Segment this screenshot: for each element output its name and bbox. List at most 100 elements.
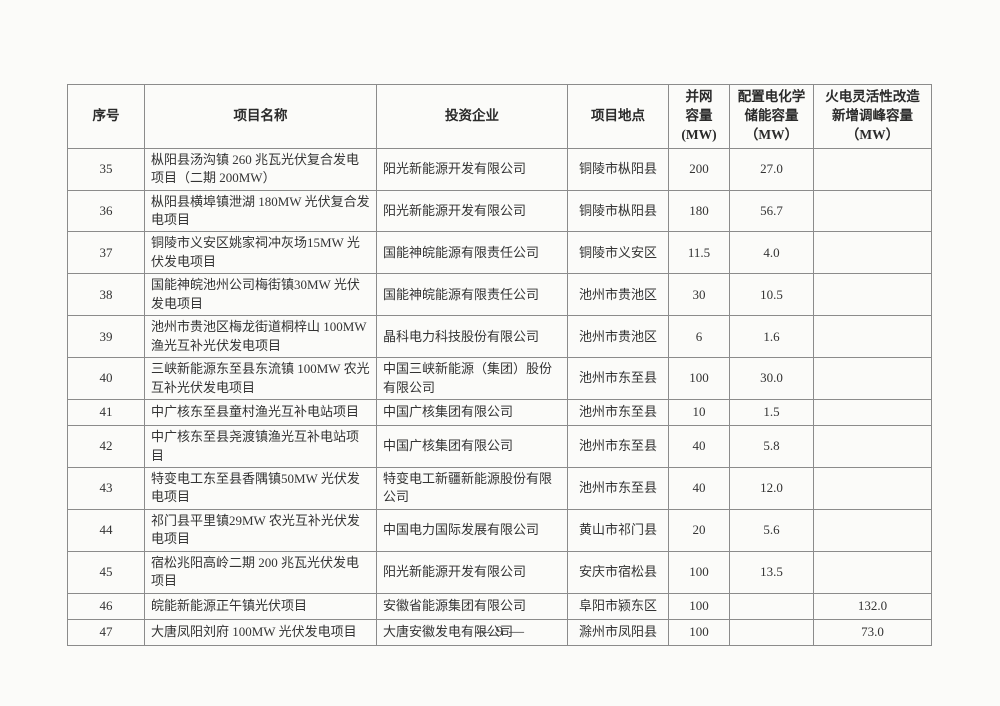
cell-peak-capacity xyxy=(813,189,932,233)
cell-storage-capacity: 4.0 xyxy=(729,231,814,275)
table-row: 46 皖能新能源正午镇光伏项目 安徽省能源集团有限公司 阜阳市颍东区 100 132.0 xyxy=(67,592,932,620)
col-header-serial: 序号 xyxy=(67,84,145,149)
projects-table: 序号 项目名称 投资企业 项目地点 并网 容量 (MW) 配置电化学 储能容量 … xyxy=(67,84,932,646)
cell-investor: 阳光新能源开发有限公司 xyxy=(376,550,568,594)
table-header: 序号 项目名称 投资企业 项目地点 并网 容量 (MW) 配置电化学 储能容量 … xyxy=(67,84,932,149)
cell-location: 铜陵市枞阳县 xyxy=(567,147,669,191)
cell-grid-capacity: 40 xyxy=(668,425,730,469)
cell-grid-capacity: 100 xyxy=(668,550,730,594)
table-row: 45 宿松兆阳高岭二期 200 兆瓦光伏发电项目 阳光新能源开发有限公司 安庆市宿松县… xyxy=(67,550,932,594)
cell-peak-capacity xyxy=(813,399,932,427)
cell-serial: 40 xyxy=(67,357,145,401)
cell-project-name: 国能神皖池州公司梅街镇30MW 光伏发电项目 xyxy=(144,273,377,317)
cell-investor: 中国三峡新能源（集团）股份有限公司 xyxy=(376,357,568,401)
cell-storage-capacity: 12.0 xyxy=(729,467,814,510)
table-row: 44 祁门县平里镇29MW 农光互补光伏发电项目 中国电力国际发展有限公司 黄山市祁门… xyxy=(67,508,932,552)
cell-project-name: 中广核东至县童村渔光互补电站项目 xyxy=(144,399,377,427)
cell-storage-capacity: 1.6 xyxy=(729,315,814,359)
cell-investor: 中国电力国际发展有限公司 xyxy=(376,508,568,552)
cell-grid-capacity: 40 xyxy=(668,467,730,510)
cell-investor: 阳光新能源开发有限公司 xyxy=(376,147,568,191)
cell-serial: 37 xyxy=(67,231,145,275)
cell-peak-capacity xyxy=(813,508,932,552)
table-row: 37 铜陵市义安区姚家祠冲灰场15MW 光伏发电项目 国能神皖能源有限责任公司 铜陵市… xyxy=(67,231,932,275)
cell-location: 安庆市宿松县 xyxy=(567,550,669,594)
table-row: 36 枞阳县横埠镇泄湖 180MW 光伏复合发电项目 阳光新能源开发有限公司 铜陵市枞… xyxy=(67,189,932,233)
cell-project-name: 大唐凤阳刘府 100MW 光伏发电项目 xyxy=(144,618,377,646)
page-number: — 9 — xyxy=(475,624,525,640)
table-row: 35 枞阳县汤沟镇 260 兆瓦光伏复合发电项目（二期 200MW） 阳光新能源开发… xyxy=(67,147,932,191)
cell-project-name: 特变电工东至县香隅镇50MW 光伏发电项目 xyxy=(144,467,377,510)
cell-investor: 特变电工新疆新能源股份有限公司 xyxy=(376,467,568,510)
cell-peak-capacity xyxy=(813,315,932,359)
cell-project-name: 皖能新能源正午镇光伏项目 xyxy=(144,592,377,620)
cell-serial: 44 xyxy=(67,508,145,552)
cell-grid-capacity: 10 xyxy=(668,399,730,427)
cell-storage-capacity: 56.7 xyxy=(729,189,814,233)
col-header-project-name: 项目名称 xyxy=(144,84,377,149)
cell-location: 黄山市祁门县 xyxy=(567,508,669,552)
cell-project-name: 三峡新能源东至县东流镇 100MW 农光互补光伏发电项目 xyxy=(144,357,377,401)
col-header-storage-capacity: 配置电化学 储能容量 （MW） xyxy=(729,84,814,149)
cell-serial: 47 xyxy=(67,618,145,646)
cell-location: 池州市东至县 xyxy=(567,425,669,469)
cell-grid-capacity: 200 xyxy=(668,147,730,191)
cell-investor: 晶科电力科技股份有限公司 xyxy=(376,315,568,359)
table-row: 47 大唐凤阳刘府 100MW 光伏发电项目 大唐安徽发电有限公司 滁州市凤阳县 100… xyxy=(67,618,932,646)
cell-location: 铜陵市义安区 xyxy=(567,231,669,275)
cell-investor: 国能神皖能源有限责任公司 xyxy=(376,273,568,317)
cell-storage-capacity: 5.8 xyxy=(729,425,814,469)
table-row: 43 特变电工东至县香隅镇50MW 光伏发电项目 特变电工新疆新能源股份有限公司 池州… xyxy=(67,467,932,510)
table-row: 41 中广核东至县童村渔光互补电站项目 中国广核集团有限公司 池州市东至县 10 1.5 xyxy=(67,399,932,427)
cell-peak-capacity: 73.0 xyxy=(813,618,932,646)
cell-peak-capacity: 132.0 xyxy=(813,592,932,620)
cell-peak-capacity xyxy=(813,425,932,469)
cell-project-name: 宿松兆阳高岭二期 200 兆瓦光伏发电项目 xyxy=(144,550,377,594)
cell-serial: 46 xyxy=(67,592,145,620)
cell-project-name: 祁门县平里镇29MW 农光互补光伏发电项目 xyxy=(144,508,377,552)
cell-serial: 36 xyxy=(67,189,145,233)
cell-serial: 45 xyxy=(67,550,145,594)
cell-grid-capacity: 20 xyxy=(668,508,730,552)
cell-serial: 41 xyxy=(67,399,145,427)
cell-peak-capacity xyxy=(813,273,932,317)
col-header-grid-capacity: 并网 容量 (MW) xyxy=(668,84,730,149)
cell-storage-capacity: 30.0 xyxy=(729,357,814,401)
cell-peak-capacity xyxy=(813,231,932,275)
cell-grid-capacity: 6 xyxy=(668,315,730,359)
cell-location: 铜陵市枞阳县 xyxy=(567,189,669,233)
cell-storage-capacity: 10.5 xyxy=(729,273,814,317)
cell-serial: 39 xyxy=(67,315,145,359)
cell-project-name: 铜陵市义安区姚家祠冲灰场15MW 光伏发电项目 xyxy=(144,231,377,275)
cell-storage-capacity xyxy=(729,592,814,620)
cell-investor: 中国广核集团有限公司 xyxy=(376,399,568,427)
cell-grid-capacity: 100 xyxy=(668,357,730,401)
cell-investor: 国能神皖能源有限责任公司 xyxy=(376,231,568,275)
cell-peak-capacity xyxy=(813,467,932,510)
cell-serial: 38 xyxy=(67,273,145,317)
col-header-peak-capacity: 火电灵活性改造 新增调峰容量 （MW） xyxy=(813,84,932,149)
cell-peak-capacity xyxy=(813,550,932,594)
cell-location: 池州市东至县 xyxy=(567,467,669,510)
cell-serial: 43 xyxy=(67,467,145,510)
col-header-location: 项目地点 xyxy=(567,84,669,149)
cell-peak-capacity xyxy=(813,357,932,401)
table-row: 39 池州市贵池区梅龙街道桐梓山 100MW 渔光互补光伏发电项目 晶科电力科技股份… xyxy=(67,315,932,359)
cell-investor: 阳光新能源开发有限公司 xyxy=(376,189,568,233)
cell-grid-capacity: 100 xyxy=(668,592,730,620)
table-row: 40 三峡新能源东至县东流镇 100MW 农光互补光伏发电项目 中国三峡新能源（集团… xyxy=(67,357,932,401)
table-body: 35 枞阳县汤沟镇 260 兆瓦光伏复合发电项目（二期 200MW） 阳光新能源开发… xyxy=(67,147,932,646)
cell-peak-capacity xyxy=(813,147,932,191)
cell-location: 阜阳市颍东区 xyxy=(567,592,669,620)
cell-location: 池州市东至县 xyxy=(567,357,669,401)
cell-location: 池州市东至县 xyxy=(567,399,669,427)
header-row: 序号 项目名称 投资企业 项目地点 并网 容量 (MW) 配置电化学 储能容量 … xyxy=(67,84,932,149)
cell-project-name: 中广核东至县尧渡镇渔光互补电站项目 xyxy=(144,425,377,469)
cell-storage-capacity: 27.0 xyxy=(729,147,814,191)
table-row: 38 国能神皖池州公司梅街镇30MW 光伏发电项目 国能神皖能源有限责任公司 池州市贵… xyxy=(67,273,932,317)
cell-location: 池州市贵池区 xyxy=(567,273,669,317)
cell-grid-capacity: 30 xyxy=(668,273,730,317)
cell-storage-capacity: 1.5 xyxy=(729,399,814,427)
cell-grid-capacity: 180 xyxy=(668,189,730,233)
table-row: 42 中广核东至县尧渡镇渔光互补电站项目 中国广核集团有限公司 池州市东至县 40 5.8 xyxy=(67,425,932,469)
